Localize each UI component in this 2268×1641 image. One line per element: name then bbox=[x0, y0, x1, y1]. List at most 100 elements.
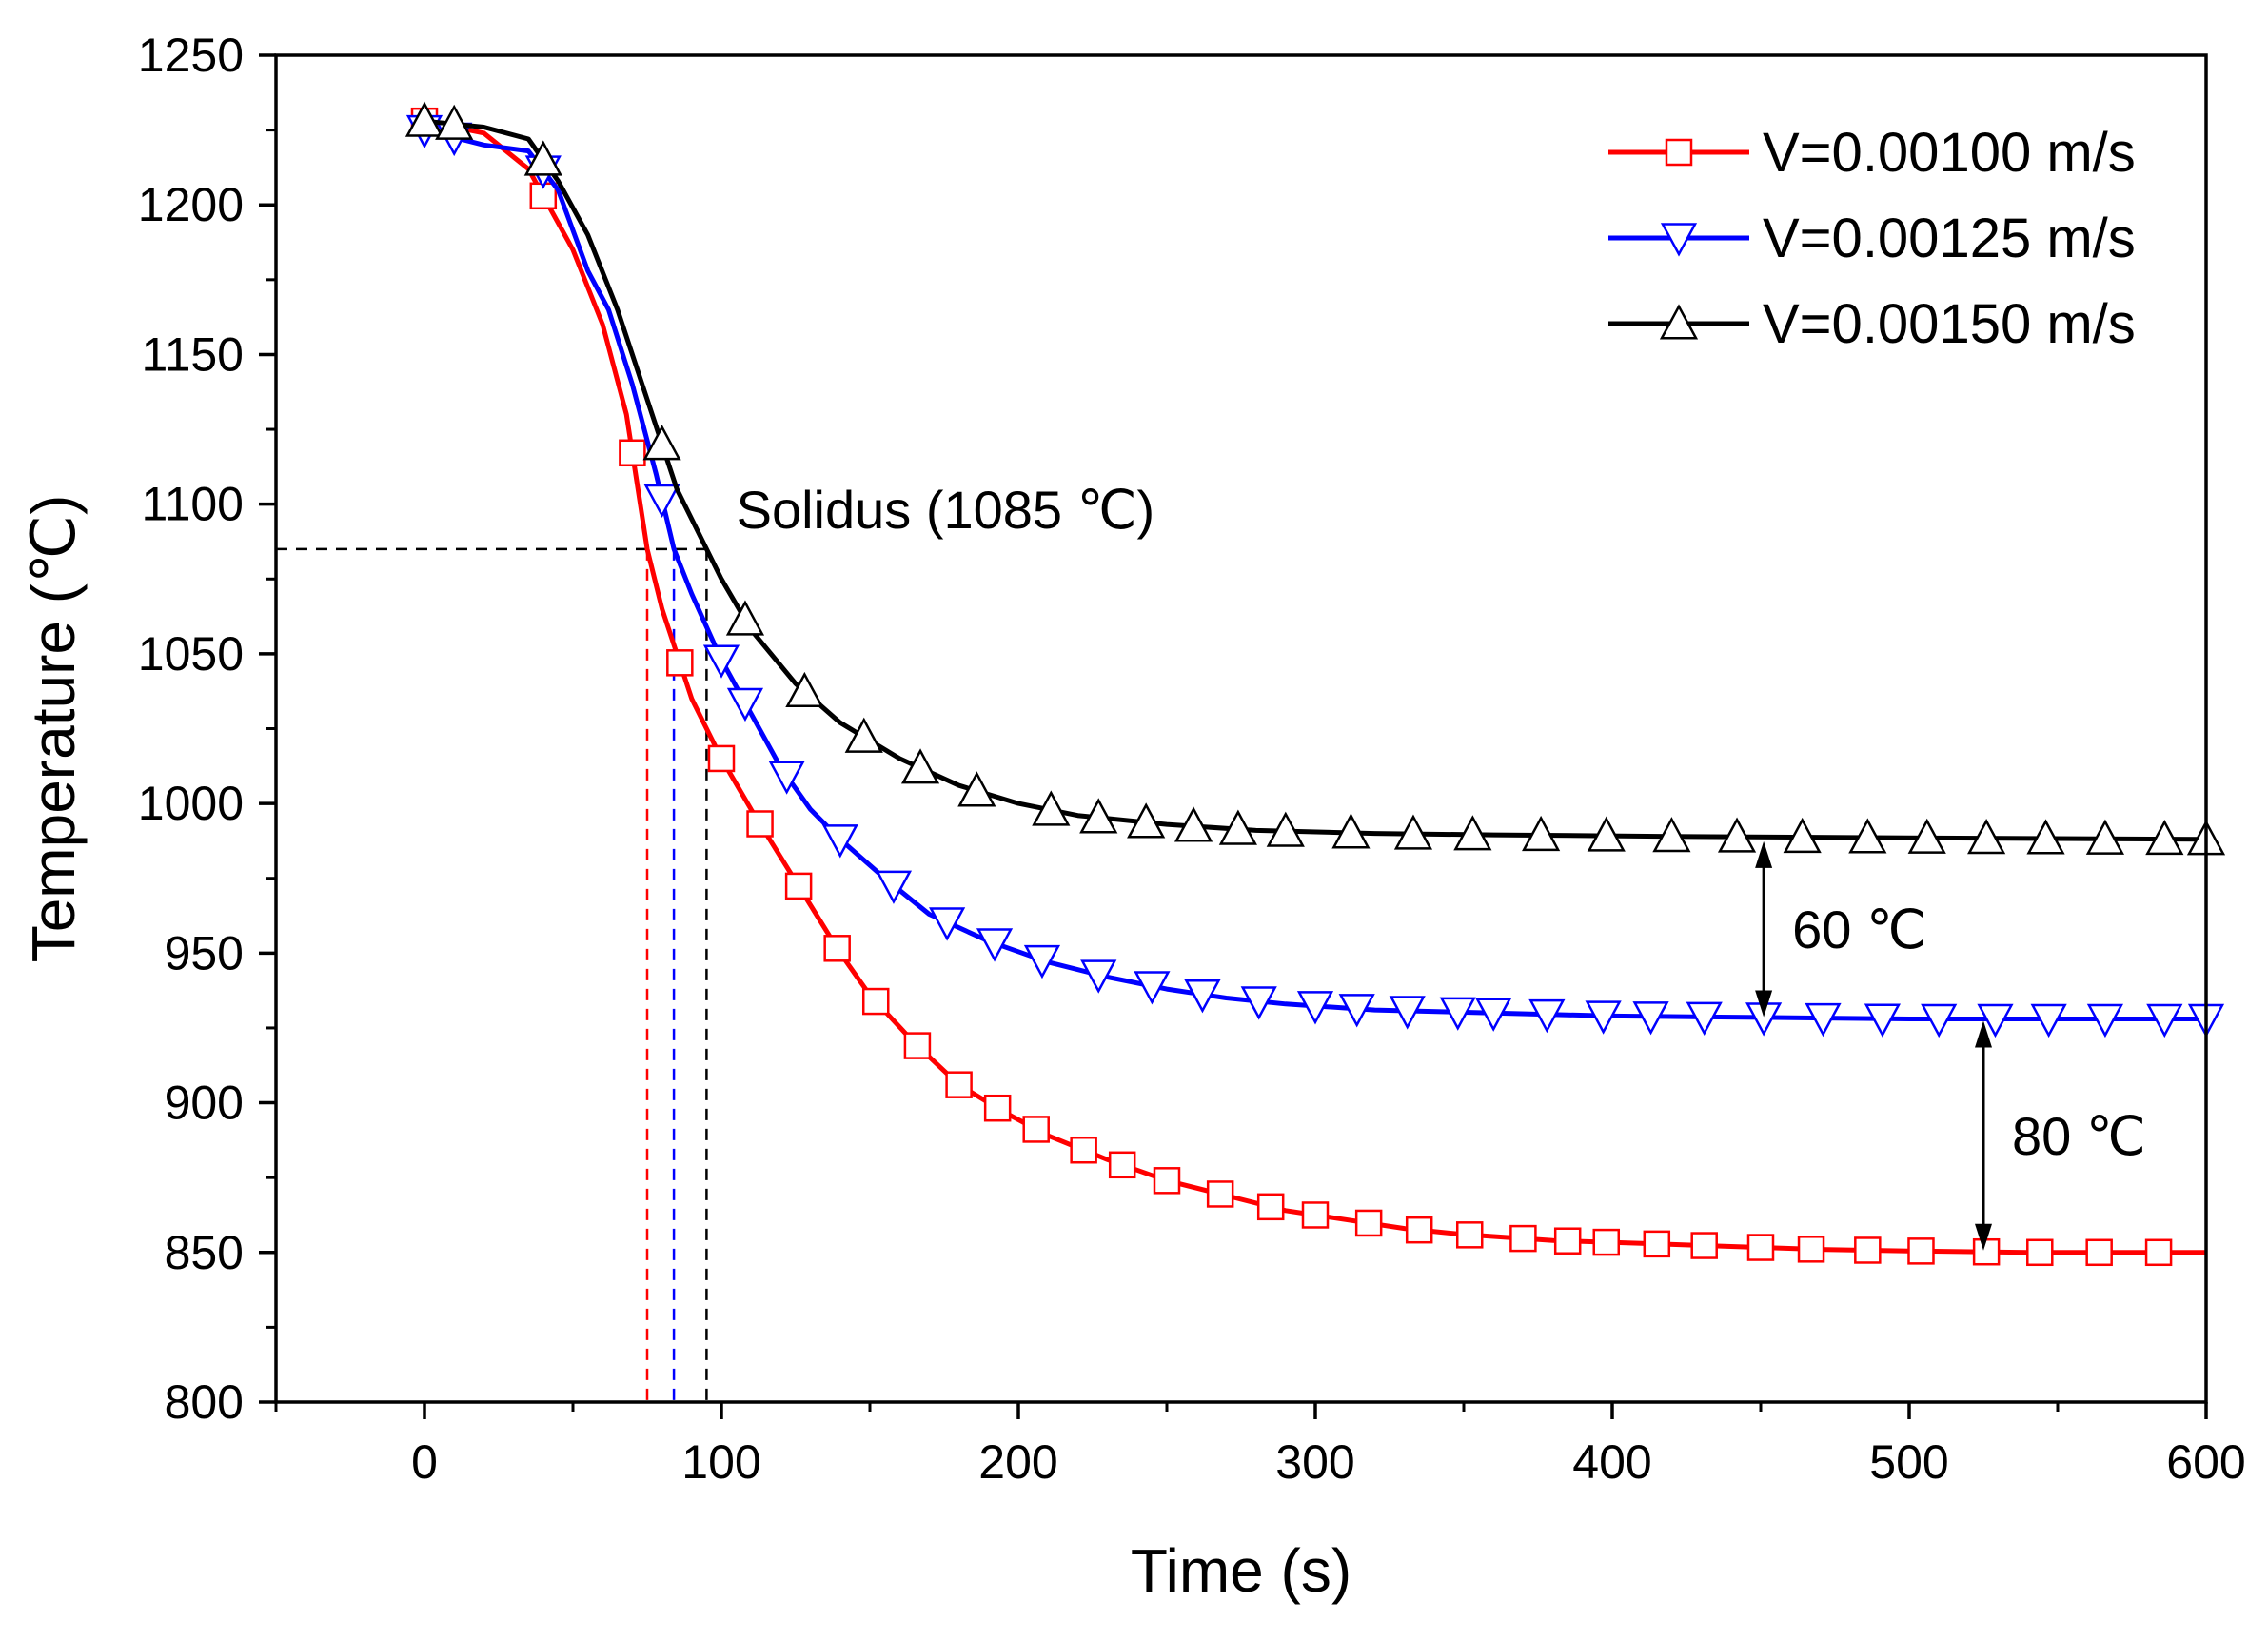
x-axis-title: Time (s) bbox=[1131, 1536, 1351, 1605]
data-point bbox=[1585, 1000, 1622, 1035]
series-group bbox=[404, 101, 2226, 1267]
data-point bbox=[945, 1071, 973, 1098]
legend-item: V=0.00150 m/s bbox=[1608, 293, 2136, 355]
data-point bbox=[1587, 816, 1626, 852]
data-point bbox=[1652, 817, 1691, 853]
data-point bbox=[1127, 802, 1166, 839]
data-point bbox=[1805, 1002, 1842, 1038]
data-point bbox=[1797, 1236, 1825, 1263]
data-point bbox=[1977, 1003, 2014, 1038]
data-point bbox=[2144, 1238, 2173, 1267]
data-point bbox=[1079, 798, 1118, 834]
y-tick-label: 1100 bbox=[141, 478, 244, 531]
series-line bbox=[424, 118, 2206, 1255]
y-tick-label: 1200 bbox=[138, 178, 244, 231]
data-point bbox=[642, 425, 681, 461]
difference-arrow bbox=[1755, 840, 1773, 1018]
data-point bbox=[435, 104, 474, 140]
data-point bbox=[523, 140, 562, 176]
difference-arrow bbox=[1975, 1020, 1992, 1251]
data-point bbox=[1528, 998, 1566, 1034]
y-tick-label: 1150 bbox=[141, 327, 244, 381]
data-point bbox=[1643, 1230, 1671, 1258]
data-point bbox=[1783, 817, 1822, 854]
y-tick-label: 950 bbox=[165, 926, 244, 979]
data-point bbox=[726, 687, 764, 722]
legend-label: V=0.00150 m/s bbox=[1763, 293, 2136, 355]
data-point bbox=[1509, 1224, 1537, 1253]
arrow-head-down bbox=[1755, 990, 1773, 1018]
legend-label: V=0.00100 m/s bbox=[1763, 122, 2136, 184]
y-tick-label: 1050 bbox=[138, 627, 244, 681]
data-point bbox=[2030, 1003, 2067, 1038]
data-point bbox=[861, 987, 890, 1016]
data-point bbox=[1173, 806, 1213, 842]
data-point bbox=[1864, 1003, 1902, 1038]
y-tick-label: 1000 bbox=[138, 777, 244, 830]
x-tick-label: 200 bbox=[978, 1435, 1057, 1489]
legend-label: V=0.00125 m/s bbox=[1763, 208, 2136, 269]
data-point bbox=[1023, 944, 1061, 979]
data-point bbox=[1967, 819, 2006, 855]
series-1 bbox=[410, 107, 2206, 1267]
data-point bbox=[1218, 809, 1257, 845]
data-point bbox=[1108, 1151, 1136, 1179]
arrow-head-down bbox=[1975, 1223, 1992, 1251]
data-point bbox=[725, 600, 765, 636]
data-point bbox=[844, 717, 883, 753]
y-axis-title: Temperature (℃) bbox=[19, 495, 88, 963]
data-point bbox=[976, 928, 1014, 962]
data-point bbox=[1907, 1237, 1935, 1265]
data-point bbox=[1080, 959, 1117, 994]
data-point bbox=[785, 671, 824, 708]
data-point bbox=[1854, 1236, 1882, 1264]
data-point bbox=[1022, 1116, 1050, 1143]
data-point bbox=[1206, 1180, 1234, 1208]
data-point bbox=[903, 1032, 932, 1059]
data-point bbox=[1296, 991, 1334, 1025]
data-point bbox=[702, 644, 740, 679]
data-point bbox=[1522, 815, 1561, 852]
data-point bbox=[1331, 813, 1371, 849]
legend-item: V=0.00100 m/s bbox=[1608, 122, 2136, 184]
data-point bbox=[900, 748, 940, 784]
data-point bbox=[1070, 1136, 1097, 1164]
data-point bbox=[768, 761, 805, 795]
data-point bbox=[1686, 1001, 1723, 1036]
data-point bbox=[1439, 997, 1476, 1031]
data-point bbox=[2146, 1003, 2183, 1038]
solidus-lines bbox=[276, 547, 708, 1402]
data-point bbox=[1592, 1228, 1621, 1256]
data-point bbox=[1632, 1001, 1669, 1036]
legend: V=0.00100 m/s V=0.00125 m/s V=0.00150 m/s bbox=[1608, 122, 2136, 355]
data-point bbox=[1153, 1167, 1181, 1195]
y-tick-label: 850 bbox=[165, 1226, 244, 1279]
annotations: Solidus (1085 ℃) 60 ℃ 80 ℃ bbox=[737, 480, 2146, 1251]
x-tick-label: 100 bbox=[681, 1435, 760, 1489]
data-point bbox=[1453, 815, 1492, 851]
data-point bbox=[875, 870, 913, 904]
data-point bbox=[1393, 814, 1433, 850]
data-point bbox=[1972, 1237, 2001, 1266]
data-point bbox=[957, 771, 996, 807]
data-point bbox=[1256, 1193, 1285, 1221]
data-point bbox=[1475, 998, 1512, 1032]
arrow-head-up bbox=[1755, 840, 1773, 868]
data-point bbox=[1921, 1003, 1958, 1038]
data-point bbox=[746, 810, 774, 838]
x-tick-label: 600 bbox=[2166, 1435, 2245, 1489]
data-point bbox=[2085, 819, 2125, 855]
data-point bbox=[823, 935, 851, 962]
legend-item: V=0.00125 m/s bbox=[1608, 208, 2136, 269]
data-point bbox=[666, 649, 694, 677]
x-tick-label: 300 bbox=[1275, 1435, 1354, 1489]
data-point bbox=[1405, 1216, 1433, 1244]
x-tick-label: 0 bbox=[411, 1435, 438, 1489]
data-point bbox=[1338, 994, 1375, 1028]
data-point bbox=[619, 439, 646, 467]
data-point bbox=[1690, 1232, 1718, 1259]
data-point bbox=[404, 101, 444, 137]
difference-label: 60 ℃ bbox=[1792, 900, 1926, 959]
